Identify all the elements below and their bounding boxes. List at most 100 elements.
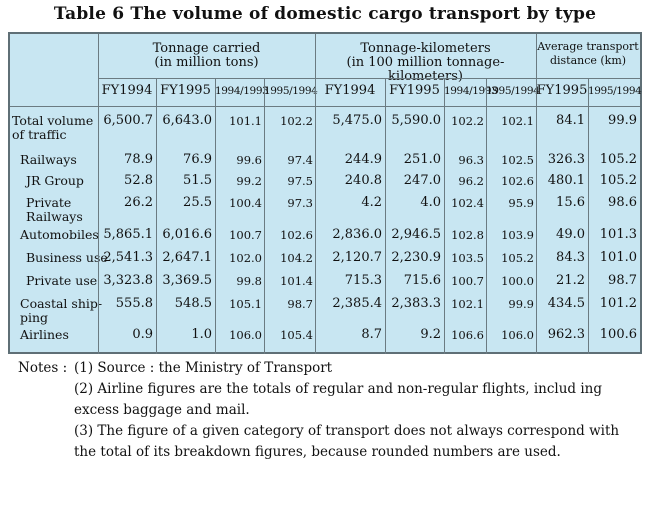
grid-vline (444, 78, 445, 354)
table-cell: 1.0 (191, 327, 212, 342)
table-cell: 96.2 (458, 174, 484, 188)
table-cell: 104.2 (280, 251, 313, 265)
table-cell: 105.2 (599, 173, 637, 188)
note-1: (1) Source : the Ministry of Transport (74, 360, 333, 376)
table-cell: 101.4 (280, 274, 313, 288)
table-cell: 78.9 (124, 152, 153, 167)
table-cell: 434.5 (547, 296, 585, 311)
grid-vline (486, 78, 487, 354)
table-cell: 6,016.6 (162, 227, 212, 242)
table-title: Table 6 The volume of domestic cargo tra… (53, 4, 597, 24)
row-label: Coastal ship-ping (20, 296, 103, 325)
row-label: Railways (20, 152, 77, 167)
row-label: JR Group (26, 173, 84, 188)
table-cell: 103.9 (501, 228, 534, 242)
table-cell: 715.3 (344, 273, 382, 288)
table-cell: 555.8 (115, 296, 153, 311)
table-cell: 97.5 (287, 174, 313, 188)
subheader-fy1995: FY1995 (160, 83, 211, 98)
table-cell: 51.5 (183, 173, 212, 188)
table-cell: 99.9 (508, 297, 534, 311)
table-cell: 102.5 (501, 153, 534, 167)
grid-vline (315, 34, 316, 354)
subheader-1995-1994: 1995/1994 (264, 85, 318, 97)
table-cell: 2,383.3 (391, 296, 441, 311)
row-label: Business use (26, 250, 108, 265)
table-cell: 5,475.0 (332, 113, 382, 128)
table-cell: 2,541.3 (103, 250, 153, 265)
table-cell: 962.3 (547, 327, 585, 342)
table-cell: 4.0 (420, 195, 441, 210)
table-cell: 25.5 (183, 195, 212, 210)
table-cell: 102.2 (280, 114, 313, 128)
table-cell: 548.5 (174, 296, 212, 311)
table-cell: 97.4 (287, 153, 313, 167)
table-cell: 101.3 (599, 227, 637, 242)
table-cell: 102.1 (501, 114, 534, 128)
subheader-1994-1993: 1994/1993 (215, 85, 269, 97)
table-cell: 102.4 (451, 196, 484, 210)
note-2: (2) Airline figures are the totals of re… (74, 381, 603, 418)
table-cell: 76.9 (183, 152, 212, 167)
table-cell: 244.9 (344, 152, 382, 167)
table-cell: 5,865.1 (103, 227, 153, 242)
table-cell: 102.0 (229, 251, 262, 265)
notes-prefix: Notes : (18, 360, 68, 376)
table-cell: 99.2 (236, 174, 262, 188)
table-cell: 2,647.1 (162, 250, 212, 265)
table-cell: 2,385.4 (332, 296, 382, 311)
table-cell: 101.1 (229, 114, 262, 128)
grid-vline (264, 78, 265, 354)
table-cell: 2,836.0 (332, 227, 382, 242)
table-cell: 247.0 (403, 173, 441, 188)
table-cell: 2,946.5 (391, 227, 441, 242)
table-cell: 715.6 (403, 273, 441, 288)
table-cell: 5,590.0 (391, 113, 441, 128)
table-cell: 2,120.7 (332, 250, 382, 265)
table-cell: 3,369.5 (162, 273, 212, 288)
table-cell: 6,500.7 (103, 113, 153, 128)
subheader-fy1994: FY1994 (324, 83, 376, 98)
table-cell: 8.7 (361, 327, 382, 342)
table-cell: 100.6 (599, 327, 637, 342)
table-cell: 99.6 (236, 153, 262, 167)
subheader-fy1994: FY1994 (101, 83, 153, 98)
table-cell: 105.1 (229, 297, 262, 311)
table-cell: 102.2 (451, 114, 484, 128)
grid-hline (10, 106, 640, 107)
table-cell: 100.7 (451, 274, 484, 288)
grid-vline (536, 34, 537, 354)
table-cell: 102.1 (451, 297, 484, 311)
table-cell: 4.2 (361, 195, 382, 210)
subheader-1995-1994: 1995/1994 (588, 85, 642, 97)
table-cell: 49.0 (556, 227, 585, 242)
table-cell: 102.6 (280, 228, 313, 242)
table-cell: 251.0 (403, 152, 441, 167)
grid-vline (98, 34, 99, 354)
table-cell: 21.2 (556, 273, 585, 288)
table-cell: 52.8 (124, 173, 153, 188)
row-label: Private Railways (26, 195, 83, 224)
table-cell: 84.3 (556, 250, 585, 265)
row-label: Automobiles (20, 227, 99, 242)
table-cell: 106.6 (451, 328, 484, 342)
table-cell: 105.2 (501, 251, 534, 265)
subheader-1994-1993: 1994/1993 (444, 85, 498, 97)
table-cell: 98.7 (287, 297, 313, 311)
table-cell: 96.3 (458, 153, 484, 167)
table-cell: 97.3 (287, 196, 313, 210)
table-cell: 84.1 (556, 113, 585, 128)
subheader-fy1995: FY1995 (389, 83, 440, 98)
table-cell: 326.3 (547, 152, 585, 167)
grid-vline (156, 78, 157, 354)
grid-hline (98, 78, 640, 79)
table-cell: 100.7 (229, 228, 262, 242)
table-cell: 106.0 (229, 328, 262, 342)
subheader-1995-1994: 1995/1994 (486, 85, 540, 97)
table-cell: 0.9 (132, 327, 153, 342)
table-cell: 26.2 (124, 195, 153, 210)
table-cell: 103.5 (451, 251, 484, 265)
table-cell: 15.6 (556, 195, 585, 210)
table-cell: 105.4 (280, 328, 313, 342)
cargo-table: Tonnage carried (in million tons) Tonnage-… (8, 32, 642, 354)
